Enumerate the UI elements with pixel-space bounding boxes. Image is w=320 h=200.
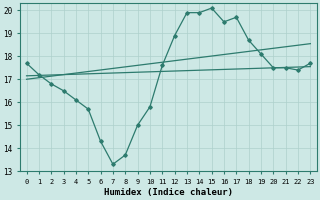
X-axis label: Humidex (Indice chaleur): Humidex (Indice chaleur) <box>104 188 233 197</box>
